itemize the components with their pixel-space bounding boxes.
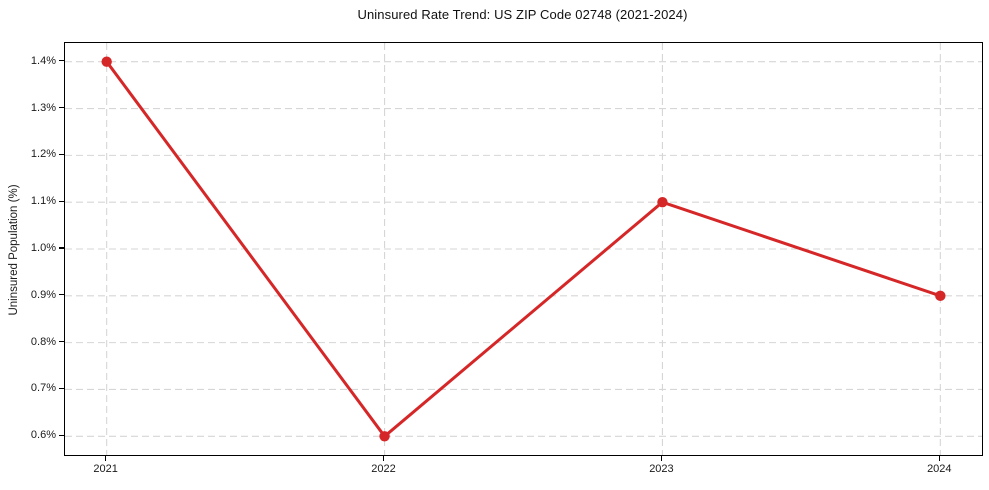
y-tick-mark [59,153,64,155]
x-tick-label: 2024 [927,463,952,475]
y-tick-label: 0.7% [30,382,56,395]
y-tick-label: 0.9% [30,288,56,301]
y-tick-label: 1.0% [30,242,56,254]
y-tick-label: 1.4% [30,54,56,67]
gridlines [65,43,982,455]
trend-line [105,60,942,438]
data-point-marker [935,290,946,302]
y-tick-label: 0.6% [30,429,56,442]
plot-area [64,42,983,456]
y-tick-label: 0.8% [30,335,56,348]
data-point-marker [657,196,668,208]
y-tick-label: 1.2% [30,148,56,161]
y-tick-label: 1.3% [30,101,56,114]
chart-title: Uninsured Rate Trend: US ZIP Code 02748 … [357,7,688,22]
y-tick-mark [59,200,64,202]
y-tick-mark [59,341,64,343]
data-point-marker [379,431,390,442]
y-tick-mark [59,387,64,390]
x-tick-mark [938,455,940,461]
x-tick-label: 2021 [93,463,118,475]
x-tick-mark [382,455,385,461]
trend-line-plot [65,43,982,455]
y-tick-label: 1.1% [30,195,56,208]
y-tick-mark [59,294,64,296]
x-tick-mark [105,455,107,461]
x-tick-mark [660,455,663,461]
x-tick-label: 2022 [371,463,396,475]
y-tick-mark [59,434,64,436]
x-tick-label: 2023 [649,463,674,475]
data-point-marker [101,56,112,67]
y-tick-mark [59,106,64,109]
y-tick-mark [59,247,64,249]
y-tick-mark [59,60,64,62]
